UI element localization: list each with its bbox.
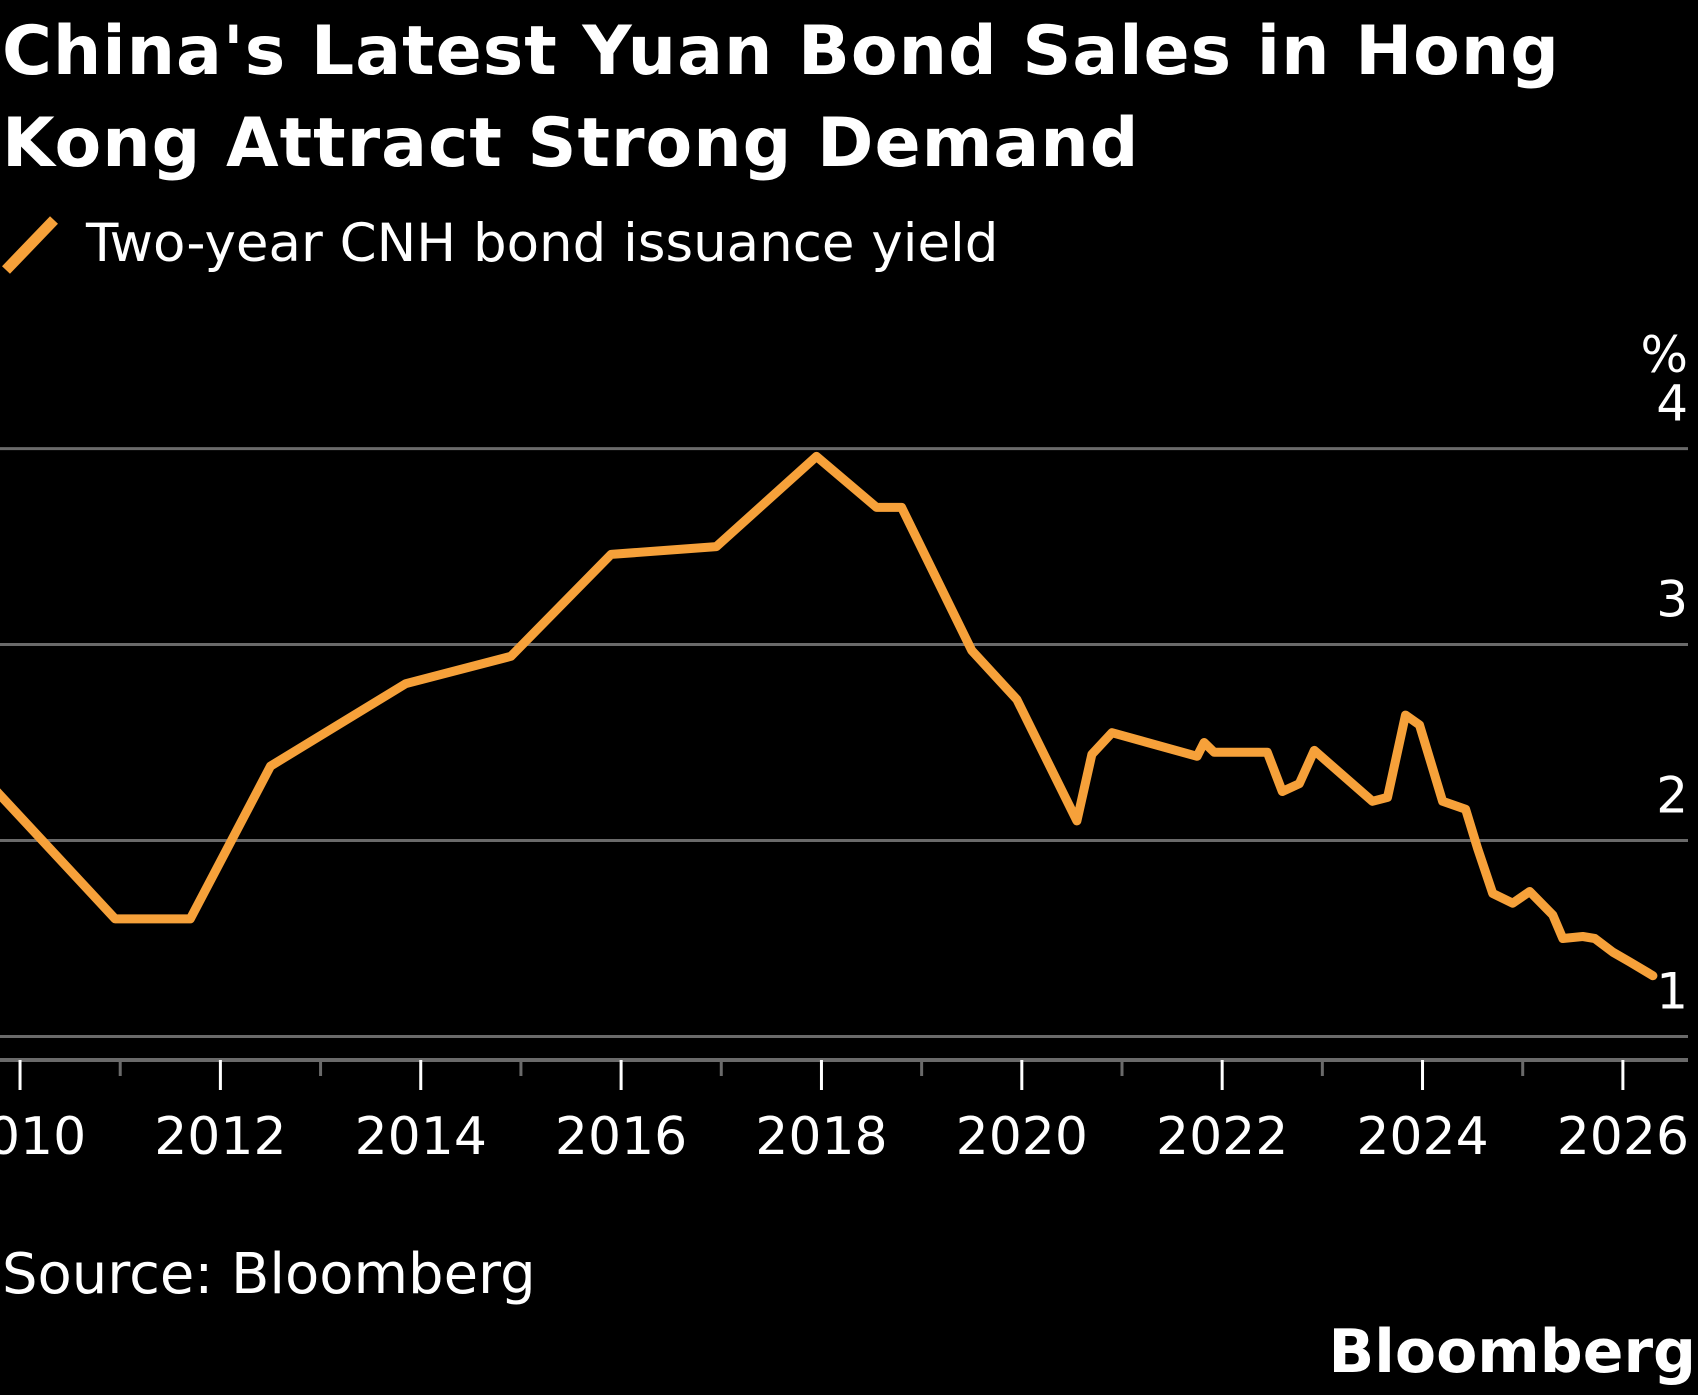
chart-title: China's Latest Yuan Bond Sales in Hong K… xyxy=(2,12,1560,183)
x-tick-label: 2020 xyxy=(956,1107,1088,1167)
y-tick-labels: 1 2 3 4 xyxy=(1656,375,1688,1021)
x-axis: 2010 2012 2014 2016 2018 2020 2022 2024 2026 xyxy=(0,1058,1689,1167)
x-tick-label: 2016 xyxy=(555,1107,687,1167)
diagonal-line-swatch-icon xyxy=(2,216,58,274)
x-tick-label: 2024 xyxy=(1356,1107,1488,1167)
y-tick-label: 3 xyxy=(1656,571,1688,629)
x-tick-label: 2014 xyxy=(355,1107,487,1167)
x-tick-label: 2018 xyxy=(755,1107,887,1167)
y-tick-label: 1 xyxy=(1656,962,1688,1020)
x-tick-label: 2026 xyxy=(1557,1107,1689,1167)
y-tick-label: 4 xyxy=(1656,375,1688,433)
x-tick-label: 2022 xyxy=(1156,1107,1288,1167)
x-tick-label: 2012 xyxy=(154,1107,286,1167)
x-tick-label: 2010 xyxy=(0,1107,86,1167)
legend-label: Two-year CNH bond issuance yield xyxy=(86,213,999,274)
source-note: Source: Bloomberg xyxy=(2,1242,536,1307)
series-line xyxy=(0,451,1658,981)
y-tick-label: 2 xyxy=(1656,767,1688,825)
bloomberg-logo: Bloomberg xyxy=(1328,1317,1696,1387)
y-axis-unit-label: % xyxy=(1640,326,1688,384)
gridlines xyxy=(0,447,1688,1038)
series-lines xyxy=(0,451,1658,981)
legend: Two-year CNH bond issuance yield xyxy=(0,210,998,278)
